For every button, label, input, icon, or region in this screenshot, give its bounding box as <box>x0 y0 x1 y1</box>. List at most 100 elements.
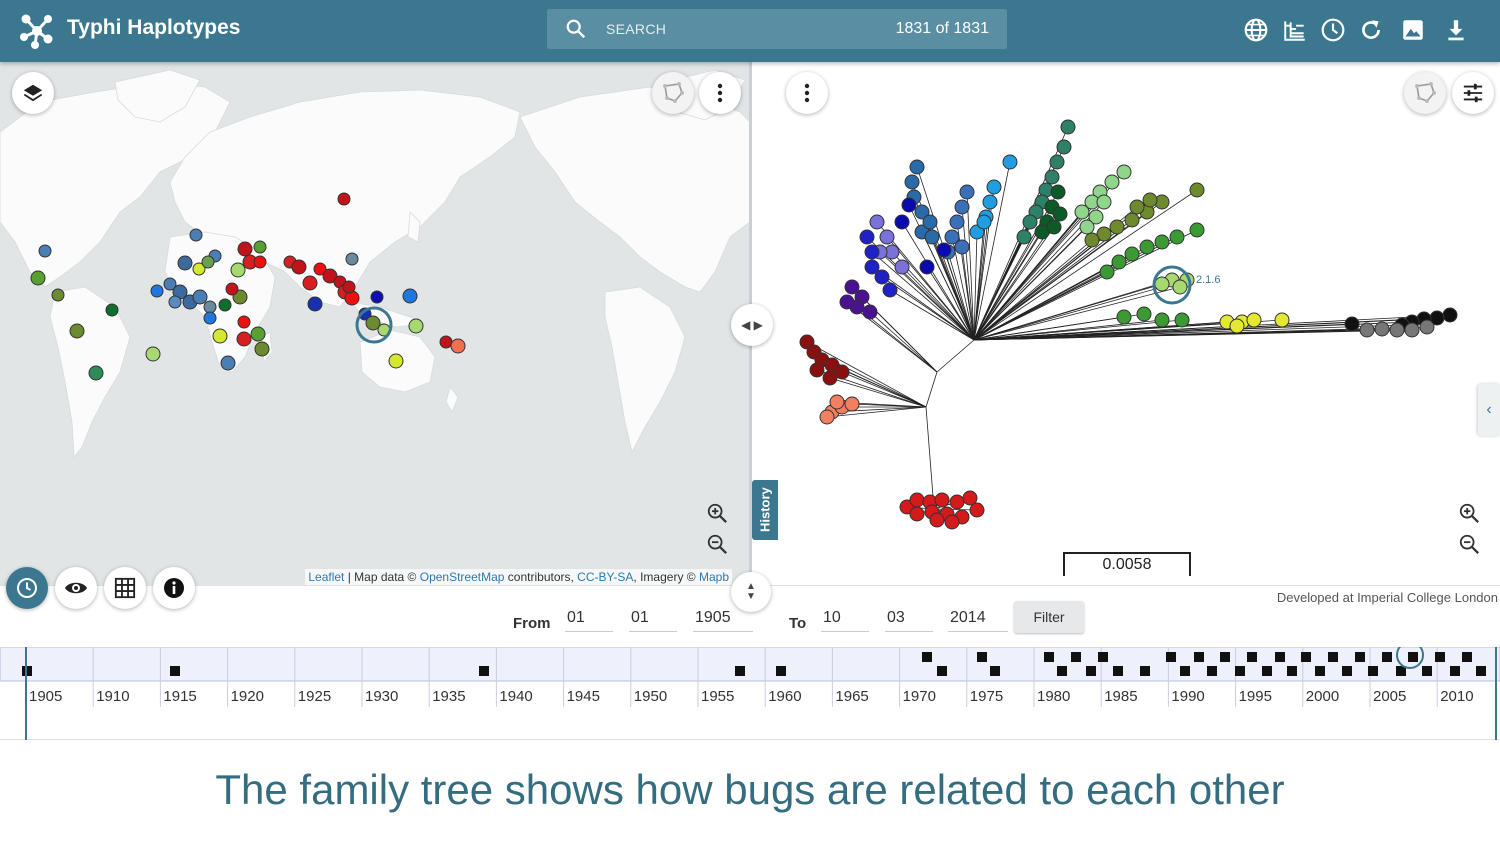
info-button[interactable] <box>153 567 195 609</box>
timeline-event-marker[interactable] <box>1328 652 1338 662</box>
tree-node[interactable] <box>1109 219 1125 235</box>
timeline-event-marker[interactable] <box>1355 652 1365 662</box>
map-panel[interactable]: Leaflet | Map data © OpenStreetMap contr… <box>0 62 750 585</box>
tree-node[interactable] <box>1419 319 1435 335</box>
tree-node[interactable] <box>879 229 895 245</box>
tree-lasso-button[interactable] <box>1404 72 1446 114</box>
tree-node[interactable] <box>882 282 898 298</box>
timeline-event-marker[interactable] <box>1071 652 1081 662</box>
timeline-event-marker[interactable] <box>1275 652 1285 662</box>
tree-node[interactable] <box>1044 169 1060 185</box>
split-handle-button[interactable]: ◀ ▶ <box>731 304 773 346</box>
tree-node[interactable] <box>1096 226 1112 242</box>
tree-node[interactable] <box>1374 321 1390 337</box>
tree-node[interactable] <box>944 229 960 245</box>
tree-node[interactable] <box>1111 254 1127 270</box>
timeline-event-marker[interactable] <box>1462 652 1472 662</box>
tree-node[interactable] <box>1074 204 1090 220</box>
tree-node[interactable] <box>829 394 845 410</box>
timeline-event-marker[interactable] <box>1207 666 1217 676</box>
tree-node[interactable] <box>1169 229 1185 245</box>
tree-node[interactable] <box>844 396 860 412</box>
tree-node[interactable] <box>1442 307 1458 323</box>
tree-node[interactable] <box>1174 312 1190 328</box>
tree-node[interactable] <box>909 506 925 522</box>
timeline-event-marker[interactable] <box>1450 666 1460 676</box>
tree-node[interactable] <box>1079 219 1095 235</box>
map-zoom-out-button[interactable] <box>704 531 730 557</box>
tree-node[interactable] <box>1116 309 1132 325</box>
tree-node[interactable] <box>969 502 985 518</box>
tree-node[interactable] <box>864 259 880 275</box>
tree-node[interactable] <box>1154 234 1170 250</box>
tree-settings-button[interactable] <box>1452 72 1494 114</box>
timeline-event-marker[interactable] <box>1396 666 1406 676</box>
tree-node[interactable] <box>1096 194 1112 210</box>
tree-node[interactable] <box>1104 174 1120 190</box>
timeline-event-marker[interactable] <box>1422 666 1432 676</box>
tree-node[interactable] <box>1389 322 1405 338</box>
tree-node[interactable] <box>839 294 855 310</box>
tree-node[interactable] <box>1060 119 1076 135</box>
tree-node[interactable] <box>1088 209 1104 225</box>
tree-node[interactable] <box>1404 322 1420 338</box>
history-tab[interactable]: History <box>752 480 778 540</box>
osm-link[interactable]: OpenStreetMap <box>419 570 505 584</box>
tree-node[interactable] <box>1049 154 1065 170</box>
timeline-event-marker[interactable] <box>1315 666 1325 676</box>
tree-node[interactable] <box>1129 199 1145 215</box>
to-month-input[interactable] <box>885 604 933 632</box>
timeline-event-marker[interactable] <box>1247 652 1257 662</box>
timeline-event-marker[interactable] <box>1262 666 1272 676</box>
tree-node[interactable] <box>909 492 925 508</box>
tree-node[interactable] <box>844 279 860 295</box>
timeline-event-marker[interactable] <box>990 666 1000 676</box>
timeline-event-marker[interactable] <box>1180 666 1190 676</box>
layers-button[interactable] <box>12 72 54 114</box>
timeline-event-marker[interactable] <box>1476 666 1486 676</box>
download-icon[interactable] <box>1443 16 1469 44</box>
tree-zoom-in-button[interactable] <box>1456 500 1482 526</box>
side-panel-toggle[interactable]: ‹ <box>1478 384 1500 436</box>
timeline-chart[interactable]: 1905 1910 1915 1920 1925 1930 1935 1940 1945 1950… <box>0 647 1500 740</box>
filter-button[interactable]: Filter <box>1014 601 1084 633</box>
tree-node[interactable] <box>1136 306 1152 322</box>
table-view-button[interactable] <box>104 567 146 609</box>
tree-node[interactable] <box>864 244 880 260</box>
tree-node[interactable] <box>1359 322 1375 338</box>
tree-node[interactable] <box>1099 264 1115 280</box>
map-zoom-in-button[interactable] <box>704 500 730 526</box>
from-day-input[interactable] <box>565 604 613 632</box>
from-month-input[interactable] <box>629 604 677 632</box>
timeline-event-marker[interactable] <box>1408 652 1418 662</box>
timeline-event-marker[interactable] <box>170 666 180 676</box>
timeline-toggle-button[interactable] <box>6 567 48 609</box>
to-year-input[interactable] <box>948 604 1008 632</box>
tree-node[interactable] <box>949 494 965 510</box>
map-lasso-button[interactable] <box>652 72 694 114</box>
timeline-event-marker[interactable] <box>1287 666 1297 676</box>
tree-node[interactable] <box>819 409 835 425</box>
timeline-event-marker[interactable] <box>1342 666 1352 676</box>
tree-node[interactable] <box>904 174 920 190</box>
tree-node[interactable] <box>1084 232 1100 248</box>
timeline-event-marker[interactable] <box>1382 652 1392 662</box>
tree-node[interactable] <box>1139 239 1155 255</box>
search-bar[interactable]: 1831 of 1831 <box>547 9 1007 49</box>
tree-node[interactable] <box>954 239 970 255</box>
to-day-input[interactable] <box>821 604 869 632</box>
timeline-event-marker[interactable] <box>1140 666 1150 676</box>
tree-node[interactable] <box>901 197 917 213</box>
timeline-event-marker[interactable] <box>977 652 987 662</box>
tree-node[interactable] <box>1189 222 1205 238</box>
tree-node[interactable] <box>959 184 975 200</box>
tree-node[interactable] <box>949 214 965 230</box>
timeline-event-marker[interactable] <box>1194 652 1204 662</box>
refresh-icon[interactable] <box>1358 16 1384 44</box>
tree-node[interactable] <box>1124 212 1140 228</box>
globe-icon[interactable] <box>1243 16 1269 44</box>
tree-node[interactable] <box>914 204 930 220</box>
world-map[interactable] <box>0 62 750 585</box>
tree-node[interactable] <box>809 362 825 378</box>
tree-node[interactable] <box>822 370 838 386</box>
